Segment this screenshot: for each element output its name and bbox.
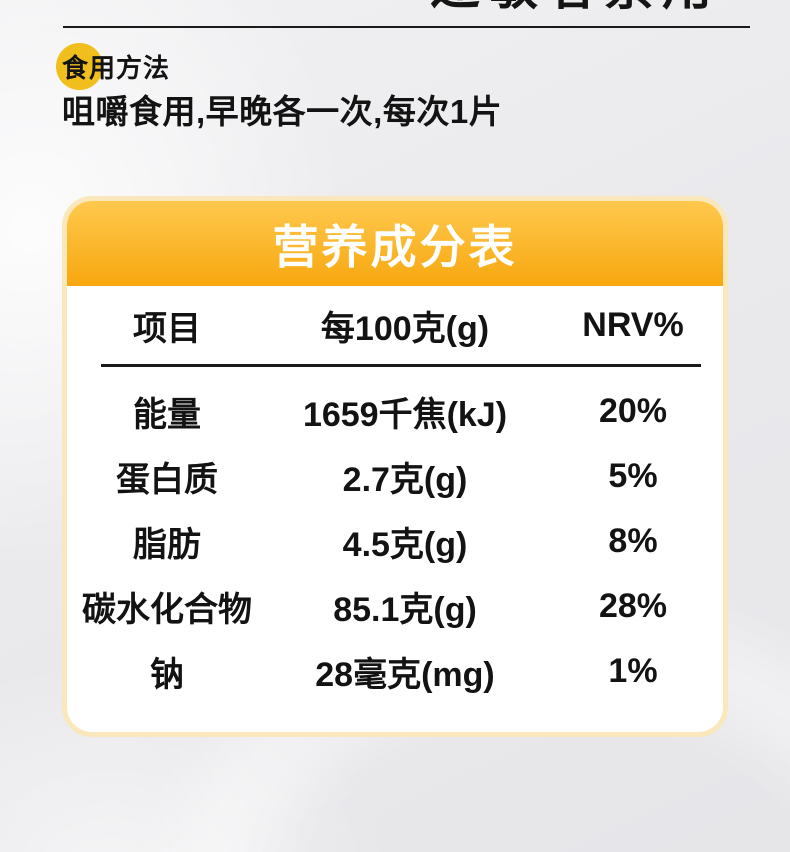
cell-nrv: 28% — [598, 587, 668, 625]
highlight-dot — [56, 43, 103, 90]
cell-nrv: 20% — [598, 392, 668, 430]
cell-nrv: 1% — [608, 652, 658, 690]
table-row: 蛋白质 2.7克(g) 5% — [67, 444, 723, 509]
cell-per100g: 1659千焦(kJ) — [302, 396, 508, 434]
usage-label: 食用方法 — [62, 53, 171, 83]
cell-item: 钠 — [150, 656, 184, 694]
usage-section: 食用方法 咀嚼食用,早晚各一次,每次1片 — [56, 43, 503, 130]
col-header-item: 项目 — [133, 309, 201, 348]
table-header-row: 项目 每100克(g) NRV% — [67, 286, 723, 364]
cell-per100g: 85.1克(g) — [333, 591, 477, 629]
table-row: 能量 1659千焦(kJ) 20% — [67, 379, 723, 444]
cell-nrv: 8% — [608, 522, 658, 560]
nutrition-card-header: 营养成分表 — [67, 201, 723, 286]
table-row: 碳水化合物 85.1克(g) 28% — [67, 574, 723, 639]
cell-per100g: 2.7克(g) — [342, 461, 468, 499]
clipped-heading: 过敏者禁用 — [430, 0, 720, 13]
cell-item: 脂肪 — [133, 526, 201, 564]
nutrition-table: 项目 每100克(g) NRV% 能量 1659千焦(kJ) 20% 蛋白质 2… — [67, 286, 723, 704]
cell-nrv: 5% — [608, 457, 658, 495]
usage-instruction: 咀嚼食用,早晚各一次,每次1片 — [62, 93, 503, 130]
nutrition-title: 营养成分表 — [272, 220, 518, 273]
table-divider — [101, 364, 701, 367]
table-row: 钠 28毫克(mg) 1% — [67, 639, 723, 704]
cell-per100g: 4.5克(g) — [342, 526, 468, 564]
col-header-nrv: NRV% — [582, 305, 684, 344]
cell-per100g: 28毫克(mg) — [315, 656, 495, 694]
cell-item: 能量 — [133, 396, 201, 434]
col-header-per100g: 每100克(g) — [320, 309, 490, 348]
section-divider — [63, 26, 750, 28]
cell-item: 蛋白质 — [116, 461, 218, 499]
cell-item: 碳水化合物 — [82, 591, 252, 629]
table-row: 脂肪 4.5克(g) 8% — [67, 509, 723, 574]
nutrition-card: 营养成分表 项目 每100克(g) NRV% 能量 1659千焦(kJ) 20%… — [62, 196, 728, 737]
